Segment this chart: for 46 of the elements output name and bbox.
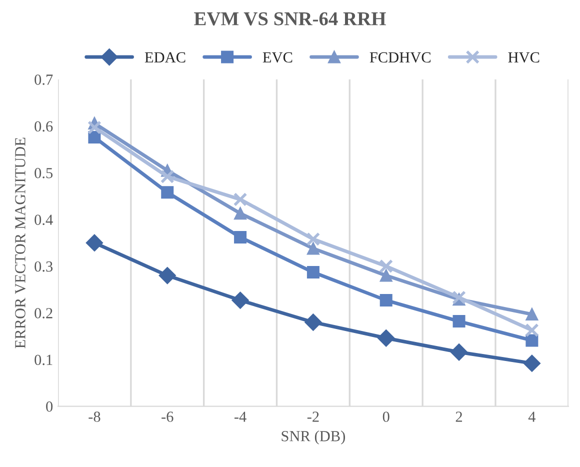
point <box>450 344 468 361</box>
point <box>160 170 174 184</box>
x-tick-label: 0 <box>382 412 390 422</box>
legend-label: EVC <box>262 52 292 63</box>
y-tick-label: 0.7 <box>34 74 53 85</box>
point <box>161 186 174 199</box>
point <box>380 294 392 307</box>
point <box>379 259 394 274</box>
point <box>88 120 102 134</box>
point <box>306 232 320 246</box>
legend-label: HVC <box>508 52 540 63</box>
y-tick-label: 0.5 <box>34 168 53 178</box>
point <box>380 269 392 282</box>
point <box>524 323 539 338</box>
point <box>158 266 176 284</box>
point <box>234 207 247 220</box>
y-axis-title: ERROR VECTOR MAGNITUDE <box>15 138 26 348</box>
point <box>234 230 247 244</box>
point <box>306 266 320 279</box>
chart-title: EVM VS SNR-64 RRH <box>194 12 386 26</box>
point <box>526 334 538 347</box>
x-tick-label: -4 <box>234 412 246 422</box>
x-tick-label: 2 <box>456 412 462 422</box>
y-tick-label: 0.4 <box>34 214 53 226</box>
point <box>523 354 540 372</box>
point <box>86 234 104 252</box>
point <box>304 314 322 331</box>
x-tick-label: -2 <box>307 412 319 422</box>
point <box>526 308 538 321</box>
y-tick-label: 0 <box>46 401 53 412</box>
y-tick-label: 0.3 <box>34 261 53 272</box>
y-tick-label: 0.2 <box>34 308 52 318</box>
x-axis-title: SNR (DB) <box>282 430 345 444</box>
y-tick-label: 0.6 <box>34 121 53 132</box>
point <box>452 315 466 328</box>
legend-label: FCDHVC <box>370 52 431 63</box>
point <box>88 131 101 144</box>
x-tick-label: 4 <box>528 412 536 422</box>
y-tick-label: 0.1 <box>34 354 52 366</box>
point <box>232 292 249 309</box>
x-tick-label: -8 <box>88 412 100 422</box>
point <box>378 330 395 347</box>
x-tick-label: -6 <box>162 412 174 422</box>
point <box>306 242 320 255</box>
legend-label: EDAC <box>144 52 186 63</box>
point <box>233 192 248 206</box>
